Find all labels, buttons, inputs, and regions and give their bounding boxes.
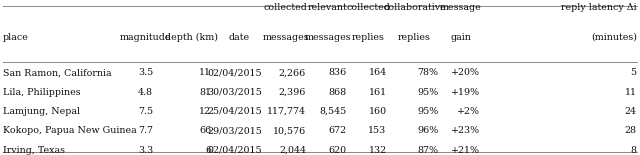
Text: 160: 160 <box>369 107 387 116</box>
Text: collected: collected <box>346 3 390 12</box>
Text: 2,044: 2,044 <box>279 146 306 155</box>
Text: 161: 161 <box>369 88 387 97</box>
Text: 6: 6 <box>205 146 211 155</box>
Text: 2,266: 2,266 <box>278 68 306 77</box>
Text: magnitude: magnitude <box>120 33 172 42</box>
Text: 7.7: 7.7 <box>138 126 153 135</box>
Text: depth (km): depth (km) <box>165 33 218 42</box>
Text: 96%: 96% <box>417 126 438 135</box>
Text: 25/04/2015: 25/04/2015 <box>207 107 262 116</box>
Text: 24: 24 <box>625 107 637 116</box>
Text: message: message <box>440 3 482 12</box>
Text: 153: 153 <box>368 126 387 135</box>
Text: 02/04/2015: 02/04/2015 <box>208 146 262 155</box>
Text: 164: 164 <box>369 68 387 77</box>
Text: messages: messages <box>305 33 351 42</box>
Text: replies: replies <box>398 33 431 42</box>
Text: 7.5: 7.5 <box>138 107 153 116</box>
Text: gain: gain <box>451 33 471 42</box>
Text: 620: 620 <box>329 146 347 155</box>
Text: 2,396: 2,396 <box>278 88 306 97</box>
Text: date: date <box>228 33 250 42</box>
Text: 868: 868 <box>329 88 347 97</box>
Text: Irving, Texas: Irving, Texas <box>3 146 65 155</box>
Text: 81: 81 <box>199 88 211 97</box>
Text: 29/03/2015: 29/03/2015 <box>207 126 262 135</box>
Text: +23%: +23% <box>451 126 480 135</box>
Text: reply latency Δi: reply latency Δi <box>561 3 637 12</box>
Text: +19%: +19% <box>451 88 480 97</box>
Text: 66: 66 <box>199 126 211 135</box>
Text: 4.8: 4.8 <box>138 88 153 97</box>
Text: 30/03/2015: 30/03/2015 <box>207 88 262 97</box>
Text: 78%: 78% <box>417 68 438 77</box>
Text: place: place <box>3 33 29 42</box>
Text: 87%: 87% <box>417 146 438 155</box>
Text: 10,576: 10,576 <box>273 126 306 135</box>
Text: +20%: +20% <box>451 68 480 77</box>
Text: 672: 672 <box>329 126 347 135</box>
Text: collaborative: collaborative <box>383 3 446 12</box>
Text: 95%: 95% <box>417 88 438 97</box>
Text: 11: 11 <box>199 68 211 77</box>
Text: 02/04/2015: 02/04/2015 <box>208 68 262 77</box>
Text: +21%: +21% <box>451 146 480 155</box>
Text: relevant: relevant <box>308 3 348 12</box>
Text: messages: messages <box>262 33 309 42</box>
Text: 3.5: 3.5 <box>138 68 153 77</box>
Text: collected: collected <box>264 3 308 12</box>
Text: 3.3: 3.3 <box>138 146 153 155</box>
Text: 836: 836 <box>328 68 347 77</box>
Text: 12: 12 <box>199 107 211 116</box>
Text: 11: 11 <box>625 88 637 97</box>
Text: 132: 132 <box>369 146 387 155</box>
Text: 95%: 95% <box>417 107 438 116</box>
Text: Lila, Philippines: Lila, Philippines <box>3 88 81 97</box>
Text: 8: 8 <box>631 146 637 155</box>
Text: 28: 28 <box>625 126 637 135</box>
Text: +2%: +2% <box>457 107 480 116</box>
Text: 5: 5 <box>630 68 637 77</box>
Text: Lamjung, Nepal: Lamjung, Nepal <box>3 107 81 116</box>
Text: replies: replies <box>351 33 385 42</box>
Text: 8,545: 8,545 <box>319 107 347 116</box>
Text: Kokopo, Papua New Guinea: Kokopo, Papua New Guinea <box>3 126 137 135</box>
Text: San Ramon, California: San Ramon, California <box>3 68 112 77</box>
Text: 117,774: 117,774 <box>267 107 306 116</box>
Text: (minutes): (minutes) <box>591 33 637 42</box>
